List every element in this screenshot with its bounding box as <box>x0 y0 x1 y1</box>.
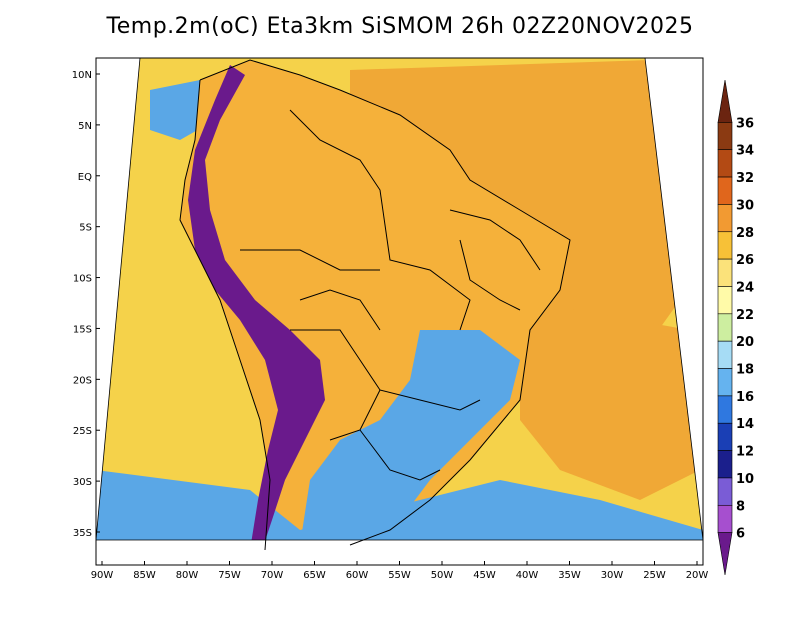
andes-cold-ridge <box>188 65 325 540</box>
longitude-axis: 90W 85W 80W 75W 70W 65W 60W 55W 50W 45W 40W 35W 30W 2… <box>91 561 709 581</box>
colorbar-swatch <box>717 532 733 576</box>
lon-tick-label: 65W <box>303 570 326 581</box>
colorbar-swatch <box>717 286 733 315</box>
lon-tick-label: 50W <box>431 570 454 581</box>
colorbar-swatch <box>717 395 733 424</box>
colorbar: 36 34 32 30 28 26 24 22 20 18 16 14 12 10 8 6 <box>717 79 754 576</box>
colorbar-swatch <box>717 422 733 451</box>
colorbar-swatch <box>717 450 733 479</box>
colorbar-label: 22 <box>736 308 754 323</box>
colorbar-swatch <box>717 122 733 151</box>
colorbar-swatch <box>717 204 733 233</box>
colorbar-label: 14 <box>736 417 754 432</box>
lon-tick-label: 70W <box>261 570 284 581</box>
colorbar-label: 24 <box>736 280 754 295</box>
colorbar-label: 8 <box>736 499 745 514</box>
lon-tick-label: 60W <box>346 570 369 581</box>
lon-tick-label: 80W <box>176 570 199 581</box>
colorbar-label: 36 <box>736 116 754 131</box>
lat-tick-label: 35S <box>73 528 92 539</box>
colorbar-swatch <box>717 231 733 260</box>
colorbar-label: 30 <box>736 198 754 213</box>
lat-tick-label: 30S <box>73 477 92 488</box>
land-cool-region <box>300 330 520 540</box>
colorbar-swatch <box>717 504 733 533</box>
lat-tick-label: 5N <box>78 121 92 132</box>
colorbar-swatch <box>717 79 733 123</box>
lat-tick-label: 5S <box>79 223 92 234</box>
colorbar-label: 6 <box>736 527 745 542</box>
colorbar-label: 34 <box>736 144 754 159</box>
lat-tick-label: 15S <box>73 324 92 335</box>
colorbar-swatch <box>717 340 733 369</box>
lon-tick-label: 30W <box>601 570 624 581</box>
map-title: Temp.2m(oC) Eta3km SiSMOM 26h 02Z20NOV20… <box>106 14 694 39</box>
colorbar-label: 10 <box>736 472 754 487</box>
colorbar-label: 32 <box>736 171 754 186</box>
colorbar-label: 20 <box>736 335 754 350</box>
lon-tick-label: 35W <box>558 570 581 581</box>
colorbar-label: 18 <box>736 363 754 378</box>
latitude-axis: 10N 5N EQ 5S 10S 15S 20S 25S 30S 35S <box>72 70 100 539</box>
lat-tick-label: 20S <box>73 375 92 386</box>
country-borders <box>179 59 571 551</box>
southern-cool-region <box>96 470 703 540</box>
lon-tick-label: 45W <box>473 570 496 581</box>
colorbar-swatch <box>717 368 733 397</box>
lat-tick-label: EQ <box>78 172 92 183</box>
lon-tick-label: 40W <box>516 570 539 581</box>
colorbar-swatch <box>717 176 733 205</box>
colorbar-swatch <box>717 477 733 506</box>
atlantic-warm-region-south <box>520 300 700 500</box>
map-field <box>96 58 703 540</box>
lon-tick-label: 25W <box>643 570 666 581</box>
lon-tick-label: 20W <box>686 570 709 581</box>
colorbar-swatch <box>717 258 733 287</box>
lat-tick-label: 10N <box>72 70 92 81</box>
lat-tick-label: 25S <box>73 426 92 437</box>
lon-tick-label: 85W <box>133 570 156 581</box>
lon-tick-label: 55W <box>388 570 411 581</box>
colorbar-swatch <box>717 149 733 178</box>
colorbar-label: 12 <box>736 445 754 460</box>
colorbar-label: 28 <box>736 226 754 241</box>
colorbar-label: 26 <box>736 253 754 268</box>
lon-tick-label: 75W <box>218 570 241 581</box>
lat-tick-label: 10S <box>73 274 92 285</box>
colorbar-label: 16 <box>736 390 754 405</box>
lon-tick-label: 90W <box>91 570 114 581</box>
colorbar-swatch <box>717 313 733 342</box>
